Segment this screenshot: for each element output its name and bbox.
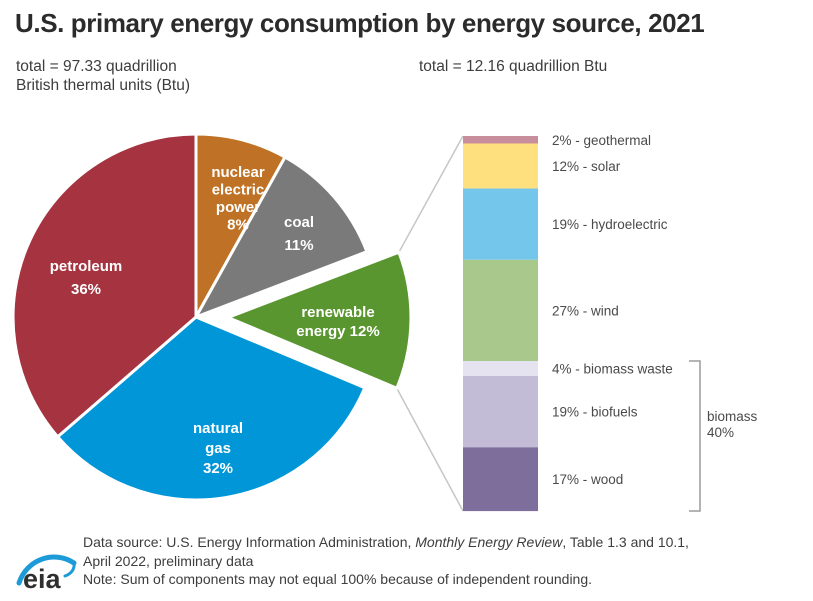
pie-slice-label-nuclear: electric (212, 182, 265, 199)
pie-slice-label-coal: 11% (284, 237, 313, 254)
pie-slice-label-natural-gas: natural (193, 420, 243, 437)
pie-slice-label-coal: coal (284, 214, 314, 231)
bar-segment-label-biomass-waste: 4% - biomass waste (552, 362, 673, 377)
source-prefix: Data source: U.S. Energy Information Adm… (83, 534, 416, 550)
eia-logo-swoosh-tail-icon (63, 561, 76, 578)
connector-line-top (398, 135, 464, 253)
bar-segment-label-wind: 27% - wind (552, 303, 619, 318)
pie-slice-label-nuclear: power (216, 199, 260, 216)
eia-logo-swoosh-icon (16, 554, 77, 586)
source-suffix: , Table 1.3 and 10.1, (562, 534, 689, 550)
pie-slice-label-petroleum: 36% (71, 281, 101, 298)
data-source-line2: April 2022, preliminary data (83, 552, 254, 569)
bar-segment-wood (463, 447, 538, 512)
pie-slice-nuclear (194, 132, 287, 319)
pie-slice-label-renewable: energy 12% (296, 323, 379, 340)
pie-slice-label-nuclear: 8% (227, 217, 249, 234)
bar-segment-label-solar: 12% - solar (552, 159, 621, 174)
bar-segment-wind (463, 259, 538, 362)
bar-total-caption: total = 12.16 quadrillion Btu (419, 58, 608, 75)
pie-slice-petroleum (11, 132, 198, 439)
pie-slice-renewable (226, 250, 413, 390)
bar-segment-solar (463, 143, 538, 189)
footer-notes: Data source: U.S. Energy Information Adm… (83, 533, 689, 589)
source-publication: Monthly Energy Review (415, 534, 563, 550)
chart-title: U.S. primary energy consumption by energ… (15, 8, 705, 38)
bar-segment-label-biofuels: 19% - biofuels (552, 405, 638, 420)
pie-slice-label-petroleum: petroleum (50, 258, 123, 275)
connector-line-bottom (396, 387, 464, 512)
pie-total-line1: total = 97.33 quadrillion (16, 58, 177, 75)
data-source-text: Data source: U.S. Energy Information Adm… (83, 533, 689, 552)
bar-segment-label-hydroelectric: 19% - hydroelectric (552, 217, 668, 232)
pie-slice-coal (194, 155, 369, 319)
bar-segment-geothermal (463, 136, 538, 144)
bar-segment-label-geothermal: 2% - geothermal (552, 133, 651, 148)
pie-slice-label-natural-gas: gas (205, 440, 231, 457)
pie-total-line2: British thermal units (Btu) (16, 77, 190, 94)
pie-slice-natural-gas (56, 315, 367, 502)
biomass-bracket (689, 360, 701, 512)
rounding-note: Note: Sum of components may not equal 10… (83, 571, 593, 587)
eia-logo-text: eia (23, 564, 62, 592)
pie-total-caption: total = 97.33 quadrillion British therma… (16, 57, 190, 95)
biomass-bracket-label: biomass (707, 409, 758, 424)
pie-slice-label-natural-gas: 32% (203, 460, 233, 477)
eia-logo: eia (16, 554, 77, 592)
pie-slice-label-nuclear: nuclear (211, 164, 265, 181)
bar-segment-hydroelectric (463, 188, 538, 260)
bar-segment-label-wood: 17% - wood (552, 472, 623, 487)
biomass-bracket-label: 40% (707, 425, 734, 440)
bar-segment-biofuels (463, 376, 538, 448)
bar-segment-biomass-waste (463, 361, 538, 376)
pie-slice-label-renewable: renewable (301, 304, 374, 321)
